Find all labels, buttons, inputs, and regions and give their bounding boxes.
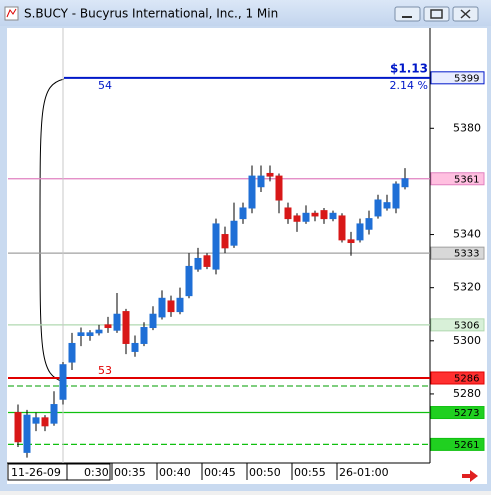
app-icon xyxy=(4,6,19,21)
candle-body xyxy=(41,417,49,427)
price-box-label: 5333 xyxy=(454,249,479,260)
minimize-button[interactable] xyxy=(394,6,421,22)
x-tick-label: 00:55 xyxy=(294,466,326,479)
candle-body xyxy=(365,218,373,230)
cursor-box xyxy=(7,463,111,481)
candle-body xyxy=(392,183,400,209)
candle-body xyxy=(383,202,391,209)
candle-body xyxy=(248,175,256,209)
price-box xyxy=(430,371,485,385)
maximize-glyph xyxy=(430,9,443,19)
candle-body xyxy=(311,212,319,217)
candle-body xyxy=(140,327,148,344)
candle-body xyxy=(32,417,40,424)
measure-bracket xyxy=(39,78,65,383)
candle-body xyxy=(356,223,364,241)
measure-change: $1.13 xyxy=(390,61,428,75)
candle-body xyxy=(59,364,67,400)
candle-body xyxy=(176,297,184,313)
candle-body xyxy=(203,255,211,267)
candle-body xyxy=(257,175,265,188)
candle-body xyxy=(149,313,157,329)
candle-body xyxy=(185,265,193,297)
price-box xyxy=(430,437,485,451)
candle-body xyxy=(122,311,130,344)
candle-body xyxy=(86,332,94,336)
candle-body xyxy=(338,215,346,241)
candle-body xyxy=(329,212,337,220)
price-box-label: 5261 xyxy=(454,440,479,451)
price-box xyxy=(430,246,485,260)
candle-body xyxy=(374,199,382,217)
chart-area xyxy=(7,28,487,484)
price-box xyxy=(430,71,485,85)
candle-body xyxy=(77,332,85,336)
candle-body xyxy=(23,414,31,453)
price-box xyxy=(430,318,485,332)
y-tick-label: 5280 xyxy=(453,387,481,400)
candle-body xyxy=(68,342,76,363)
candle-body xyxy=(167,300,175,313)
candle-body xyxy=(194,257,202,270)
x-tick-label: 00:50 xyxy=(249,466,281,479)
price-box-label: 5273 xyxy=(454,408,479,419)
x-tick-label: 00:40 xyxy=(159,466,191,479)
x-tick-label: 00:35 xyxy=(114,466,146,479)
candle-body xyxy=(212,223,220,270)
scroll-arrow[interactable] xyxy=(462,470,478,482)
candle-body xyxy=(401,178,409,188)
price-box-label: 5306 xyxy=(454,320,479,331)
candle-body xyxy=(95,329,103,334)
app-icon-glyph xyxy=(6,8,17,18)
price-box xyxy=(430,172,485,186)
candle-body xyxy=(158,297,166,318)
measure-percent: 2.14 % xyxy=(390,79,428,92)
candle-body xyxy=(239,207,247,220)
candle-body xyxy=(275,175,283,201)
measure-bottom-label: 53 xyxy=(98,364,112,377)
candle-body xyxy=(50,404,58,424)
candle-body xyxy=(284,207,292,220)
candle-body xyxy=(302,212,310,222)
y-tick-label: 5380 xyxy=(453,121,481,134)
x-tick-label: 00:45 xyxy=(204,466,236,479)
y-tick-label: 5320 xyxy=(453,281,481,294)
candle-body xyxy=(230,220,238,246)
price-box xyxy=(430,406,485,420)
y-tick-label: 5340 xyxy=(453,228,481,241)
candle-body xyxy=(113,313,121,331)
cursor-date: 11-26-09 xyxy=(11,466,61,479)
close-glyph xyxy=(460,9,471,19)
maximize-button[interactable] xyxy=(423,6,450,22)
measure-top-label: 54 xyxy=(98,79,112,92)
candle-body xyxy=(266,172,274,177)
price-box-label: 5399 xyxy=(454,73,479,84)
price-box-label: 5286 xyxy=(454,373,479,384)
candle-body xyxy=(104,324,112,329)
candle-body xyxy=(293,215,301,222)
candle-body xyxy=(320,210,328,220)
price-box-label: 5361 xyxy=(454,174,479,185)
candle-body xyxy=(14,412,22,443)
x-tick-label: 26-01:00 xyxy=(339,466,389,479)
candle-body xyxy=(347,239,355,244)
cursor-time: 0:30 xyxy=(84,466,109,479)
y-tick-label: 5300 xyxy=(453,334,481,347)
window-title: S.BUCY - Bucyrus International, Inc., 1 … xyxy=(24,7,278,21)
candle-body xyxy=(131,342,139,352)
candle-body xyxy=(221,234,229,249)
window-buttons[interactable] xyxy=(394,6,479,22)
